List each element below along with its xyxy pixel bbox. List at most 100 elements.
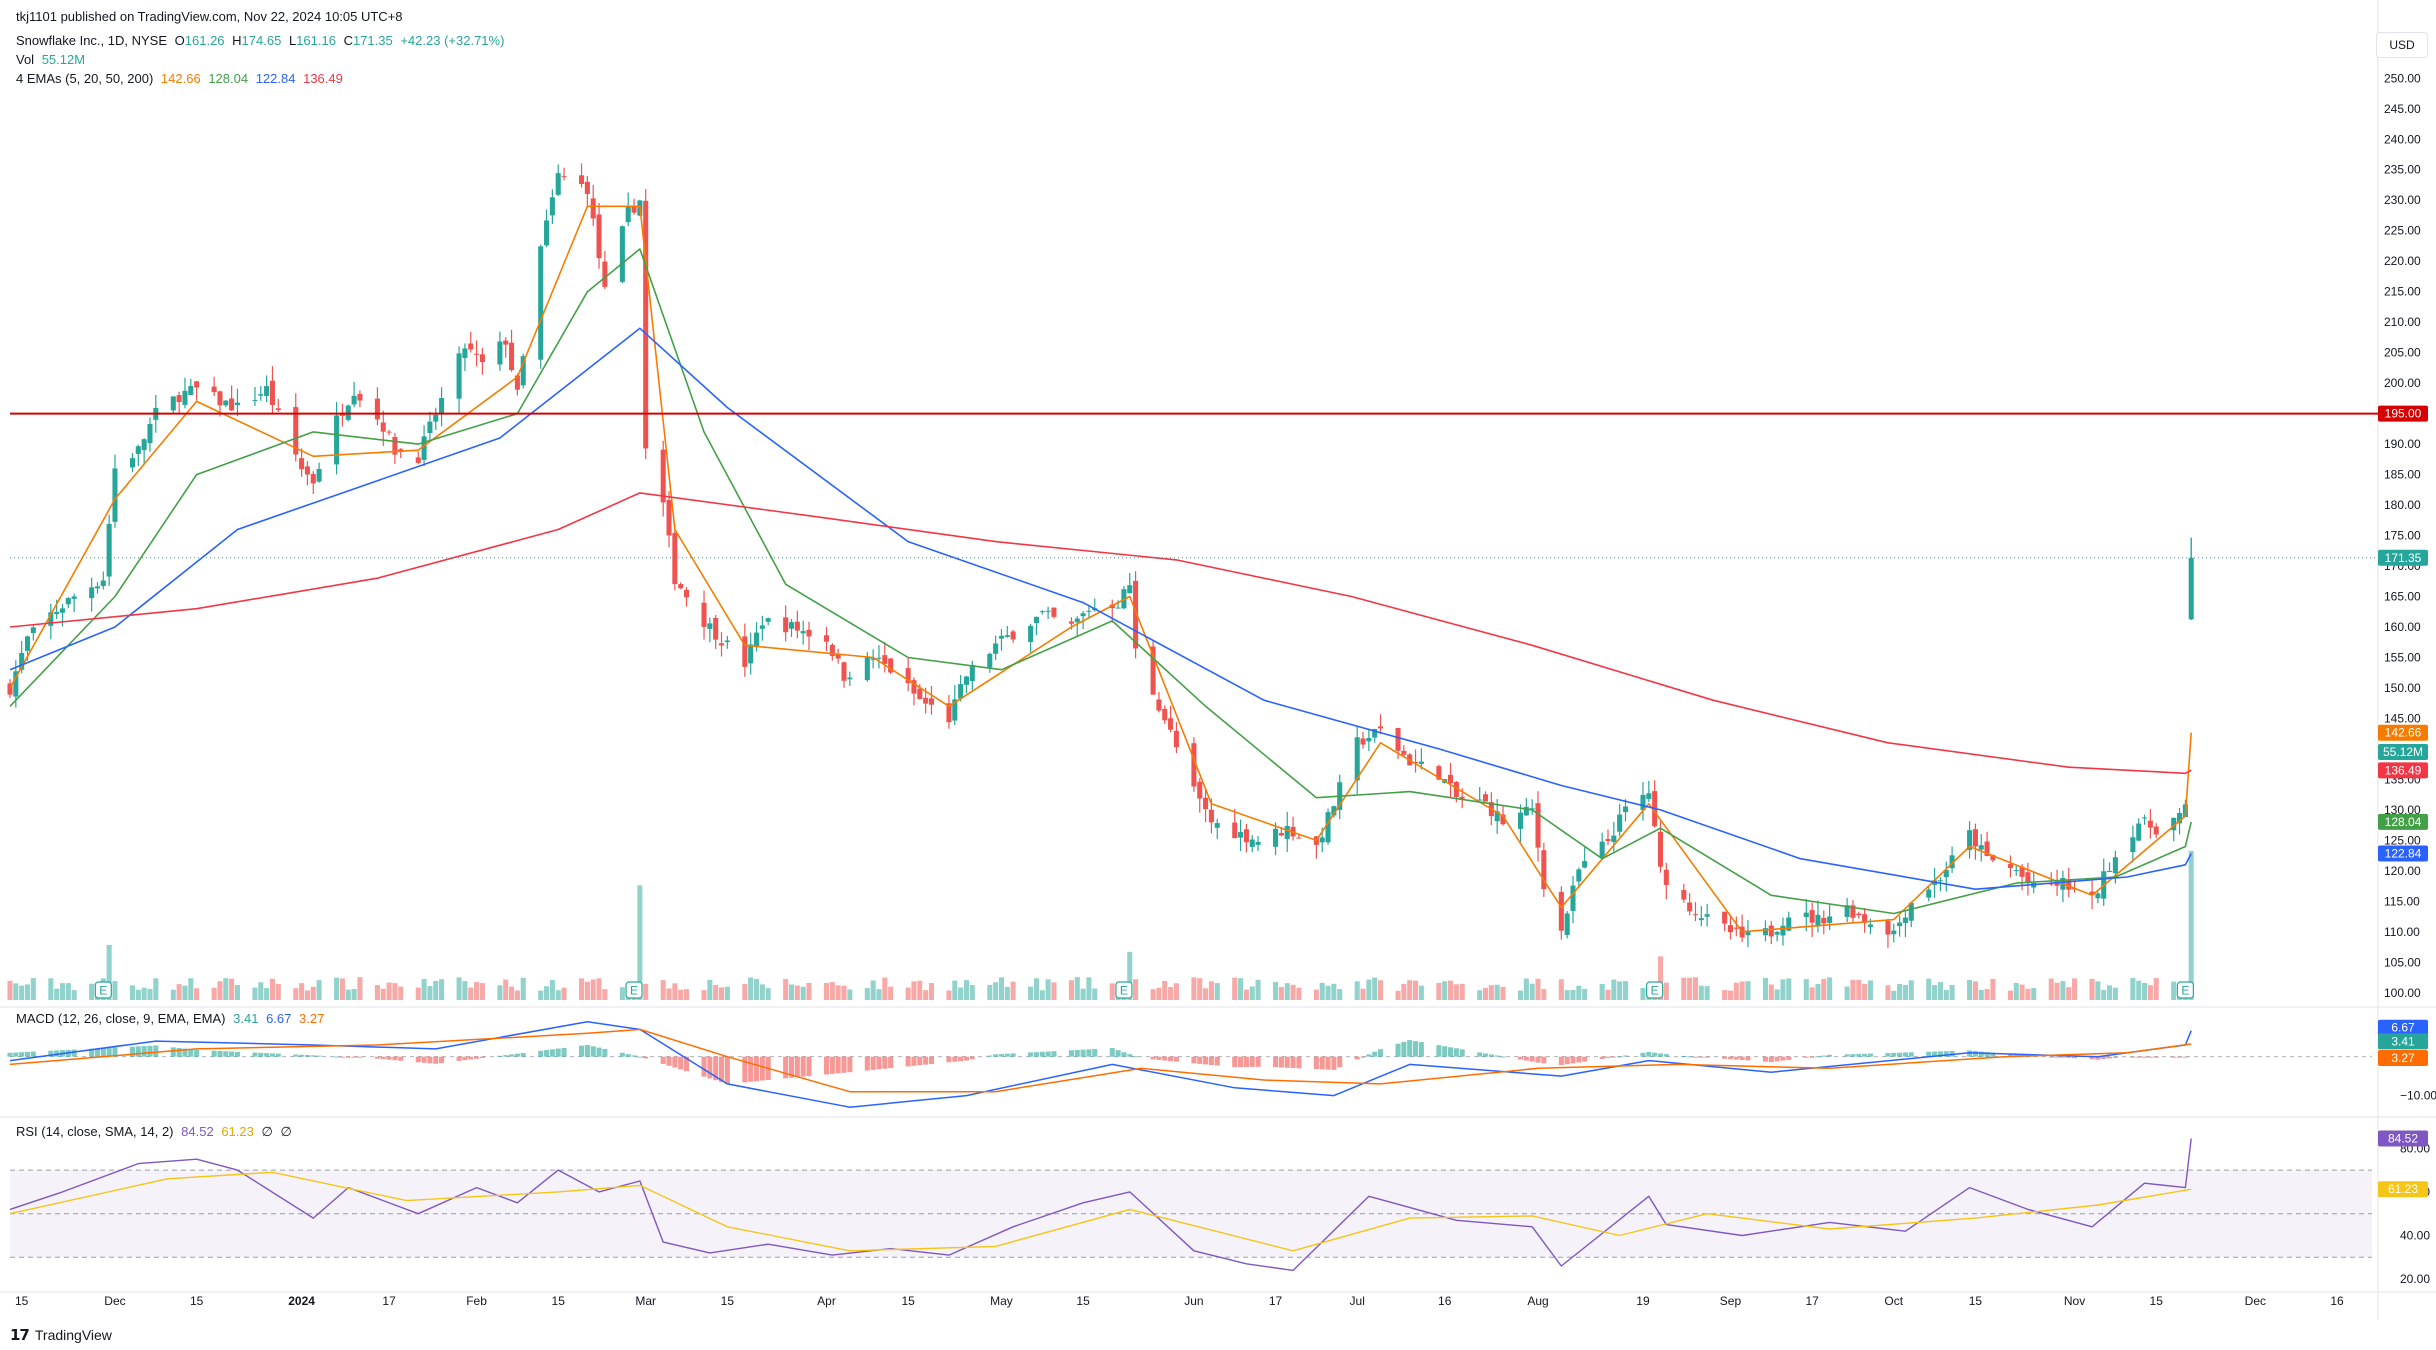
volume-bar <box>509 986 515 1000</box>
candle-body <box>19 652 25 670</box>
volume-bar <box>1768 984 1774 1000</box>
volume-bar <box>1459 983 1465 1000</box>
candle-body <box>724 640 730 643</box>
macd-hist-bar <box>1576 1056 1582 1063</box>
macd-hist-bar <box>1162 1056 1168 1061</box>
candle-body <box>1535 803 1541 848</box>
price-tick-label: 115.00 <box>2384 894 2420 908</box>
volume-legend[interactable]: Vol 55.12M <box>16 52 89 67</box>
volume-bar <box>1897 983 1903 1000</box>
macd-hist-bar <box>1605 1056 1611 1059</box>
volume-bar <box>806 983 812 1000</box>
macd-hist-bar <box>1173 1056 1179 1062</box>
volume-bar <box>1028 986 1034 1000</box>
macd-hist-bar <box>2136 1056 2142 1058</box>
macd-legend[interactable]: MACD (12, 26, close, 9, EMA, EMA) 3.41 6… <box>16 1011 328 1026</box>
candle-body <box>1028 625 1034 642</box>
time-tick-label: Jun <box>1184 1294 1203 1308</box>
candle-body <box>1418 761 1424 764</box>
ema-legend[interactable]: 4 EMAs (5, 20, 50, 200) 142.66 128.04 12… <box>16 71 347 86</box>
candle-body <box>94 586 101 589</box>
volume-bar <box>1908 980 1914 1000</box>
macd-hist-bar <box>1296 1056 1302 1069</box>
candle-body <box>269 380 275 405</box>
macd-hist-bar <box>509 1054 515 1057</box>
volume-bar <box>1932 985 1938 1000</box>
tradingview-brand[interactable]: 𝟭𝟳 TradingView <box>10 1326 112 1344</box>
macd-hist-bar <box>1325 1056 1331 1070</box>
macd-hist-bar <box>794 1056 800 1078</box>
macd-hist-bar <box>1698 1056 1704 1058</box>
macd-hist-bar <box>1191 1056 1197 1064</box>
candle-body <box>59 608 66 613</box>
ema50-line <box>9 327 2192 890</box>
macd-hist-bar <box>2072 1056 2078 1059</box>
volume-bar <box>1436 982 1442 1000</box>
volume-bar <box>788 984 795 1000</box>
candle-body <box>672 532 678 585</box>
macd-hist-bar <box>718 1056 725 1083</box>
macd-hist-bar <box>1033 1052 1039 1057</box>
volume-bar <box>1337 989 1343 1000</box>
candle-body <box>334 415 340 465</box>
earnings-marker: E <box>2176 981 2194 999</box>
candle-body <box>1663 869 1669 885</box>
macd-hist-bar <box>7 1052 13 1057</box>
macd-hist-bar <box>1646 1051 1652 1057</box>
rsi-legend[interactable]: RSI (14, close, SMA, 14, 2) 84.52 61.23 … <box>16 1124 296 1140</box>
candles <box>7 163 2194 948</box>
macd-hist-bar <box>30 1051 36 1057</box>
currency-button[interactable]: USD <box>2376 32 2428 58</box>
macd-hist-bar <box>1803 1056 1809 1058</box>
macd-line <box>9 1020 2192 1108</box>
macd-hist-bar <box>555 1048 561 1057</box>
macd-hist-bar <box>882 1056 888 1069</box>
candle-body <box>1891 930 1897 935</box>
symbol-name: Snowflake Inc., 1D, NYSE <box>16 33 168 48</box>
price-axis-badge: 171.35 <box>2378 549 2428 566</box>
time-tick-label: 15 <box>190 1294 204 1308</box>
candle-body <box>555 173 561 195</box>
candle-body <box>1582 861 1588 868</box>
macd-hist-bar <box>1197 1056 1203 1064</box>
volume-bar <box>1949 985 1955 1000</box>
macd-hist-bar <box>351 1056 357 1058</box>
volume-bar <box>1319 982 1325 1000</box>
macd-hist-bar <box>1273 1056 1279 1068</box>
macd-hist-bar <box>1482 1053 1489 1057</box>
candle-body <box>544 220 550 246</box>
candle-body <box>1523 806 1529 816</box>
macd-hist-bar <box>258 1052 264 1057</box>
candle-body <box>299 458 305 470</box>
volume-bar <box>2095 981 2101 1000</box>
macd-hist-bar <box>264 1053 270 1057</box>
candle-body <box>1937 880 1943 882</box>
volume-bar <box>2107 985 2113 1000</box>
macd-hist-bar <box>1074 1049 1080 1057</box>
macd-hist-bar <box>2066 1056 2072 1058</box>
candle-body <box>275 408 281 411</box>
time-tick-label: Aug <box>1527 1294 1548 1308</box>
candle-body <box>1004 635 1010 637</box>
volume-bar <box>748 977 754 1000</box>
candle-body <box>310 474 316 484</box>
candle-body <box>1867 924 1873 927</box>
macd-hist-bar <box>1488 1054 1494 1057</box>
volume-bar <box>1733 982 1739 1000</box>
macd-hist-bar <box>549 1049 555 1057</box>
macd-hist-bar <box>520 1052 526 1057</box>
candle-body <box>870 658 876 660</box>
candle-body <box>24 636 31 651</box>
volume-bar <box>106 944 112 1000</box>
rsi-axis-badge-text: 84.52 <box>2388 1131 2418 1145</box>
candle-body <box>1243 829 1249 843</box>
price-axis-badge-text: 122.84 <box>2385 847 2422 861</box>
macd-hist-bar <box>194 1049 200 1057</box>
candle-body <box>2089 891 2095 896</box>
earnings-marker: E <box>1115 981 1133 999</box>
volume-bar <box>357 977 363 1000</box>
volume-bar <box>1599 983 1605 1000</box>
volume-bar <box>1611 979 1617 1000</box>
symbol-legend[interactable]: Snowflake Inc., 1D, NYSE O161.26 H174.65… <box>16 33 508 48</box>
